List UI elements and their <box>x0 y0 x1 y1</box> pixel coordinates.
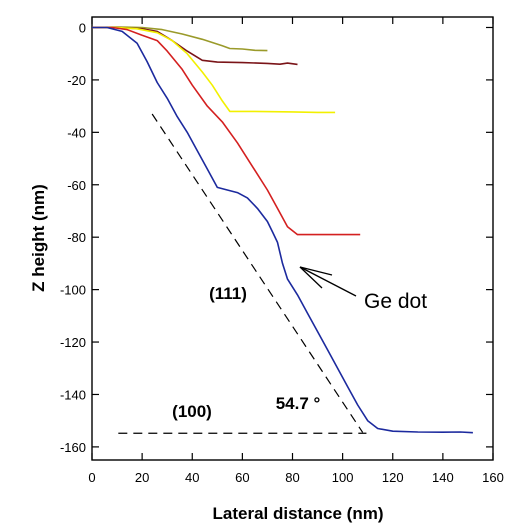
reference-lines <box>118 113 367 434</box>
y-tick-label: -140 <box>60 387 86 402</box>
x-tick-label: 120 <box>382 470 404 485</box>
x-tick-label: 100 <box>332 470 354 485</box>
ge-dot-arrow <box>299 266 357 297</box>
annotation-ge-dot: Ge dot <box>364 290 427 313</box>
ge-dot-arrow-head-upper <box>299 266 333 276</box>
ge-dot-arrow-shaft <box>299 266 357 297</box>
y-tick-label: -160 <box>60 440 86 455</box>
series-line-2 <box>92 26 298 66</box>
ge-dot-arrow-head-lower <box>299 266 323 289</box>
x-tick-label: 0 <box>88 470 95 485</box>
y-tick-label: 0 <box>79 20 86 35</box>
y-tick-label: -40 <box>67 125 86 140</box>
x-tick-label: 60 <box>235 470 249 485</box>
annotation-111: (111) <box>209 284 247 303</box>
annotation-100: (100) <box>172 402 212 421</box>
series-line-5 <box>92 26 473 434</box>
x-tick-label: 80 <box>285 470 299 485</box>
axes-layer: 0 20 40 60 80 100 120 140 160 0 -20 -40 -60 -80 -100 -1… <box>60 17 504 485</box>
x-tick-label: 140 <box>432 470 454 485</box>
y-axis-label: Z height (nm) <box>29 184 48 292</box>
x-tick-label: 160 <box>482 470 504 485</box>
y-tick-label: -20 <box>67 73 86 88</box>
series-layer <box>91 26 473 434</box>
y-tick-label: -100 <box>60 283 86 298</box>
annotation-angle: 54.7 ° <box>276 394 321 413</box>
x-tick-label: 40 <box>185 470 199 485</box>
x-tick-label: 20 <box>135 470 149 485</box>
x-axis-label: Lateral distance (nm) <box>213 504 384 523</box>
series-line-1 <box>91 26 268 52</box>
y-tick-label: -120 <box>60 335 86 350</box>
reference-line-111 <box>151 113 364 433</box>
series-line-3 <box>92 26 336 114</box>
y-tick-label: -60 <box>67 178 86 193</box>
series-line-4 <box>92 26 361 236</box>
y-tick-label: -80 <box>67 230 86 245</box>
